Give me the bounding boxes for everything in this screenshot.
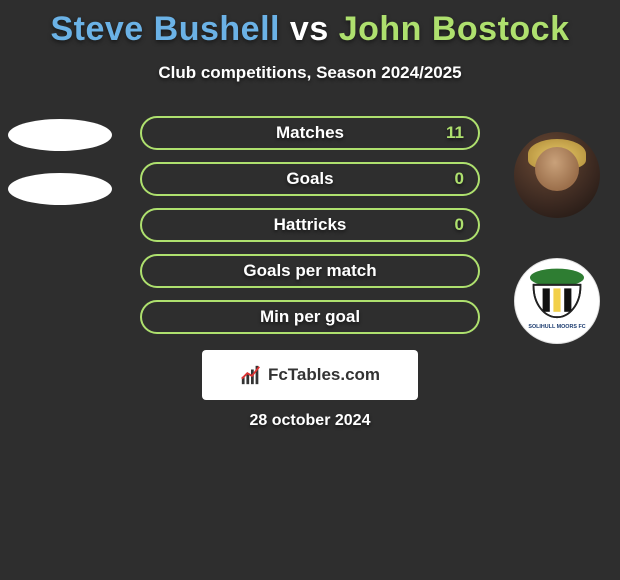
title-player1: Steve Bushell — [50, 10, 279, 48]
stat-row: Hattricks 0 — [0, 202, 620, 248]
stat-row: Matches 11 — [0, 110, 620, 156]
stat-label: Matches — [276, 123, 344, 143]
brand-badge: FcTables.com — [202, 350, 418, 400]
stat-row: Min per goal — [0, 294, 620, 340]
brand-label: FcTables.com — [268, 365, 380, 385]
stat-label: Hattricks — [274, 215, 347, 235]
stat-label: Goals per match — [243, 261, 376, 281]
stat-label: Min per goal — [260, 307, 360, 327]
stat-value-right: 0 — [455, 215, 464, 235]
stat-label: Goals — [286, 169, 333, 189]
stat-bar: Goals 0 — [140, 162, 480, 196]
subtitle: Club competitions, Season 2024/2025 — [0, 63, 620, 83]
stat-value-right: 11 — [446, 123, 464, 143]
stat-row: Goals 0 — [0, 156, 620, 202]
title-player2: John Bostock — [339, 10, 570, 48]
comparison-card: Steve Bushell vs John Bostock Club compe… — [0, 0, 620, 580]
stats-list: Matches 11 Goals 0 Hattricks 0 Goals per match… — [0, 110, 620, 340]
stat-bar: Matches 11 — [140, 116, 480, 150]
stat-row: Goals per match — [0, 248, 620, 294]
stat-bar: Min per goal — [140, 300, 480, 334]
footer-date: 28 october 2024 — [0, 412, 620, 430]
stat-value-right: 0 — [455, 169, 464, 189]
chart-icon — [240, 364, 262, 386]
page-title: Steve Bushell vs John Bostock — [0, 0, 620, 49]
stat-bar: Hattricks 0 — [140, 208, 480, 242]
stat-bar: Goals per match — [140, 254, 480, 288]
title-vs: vs — [290, 10, 329, 48]
